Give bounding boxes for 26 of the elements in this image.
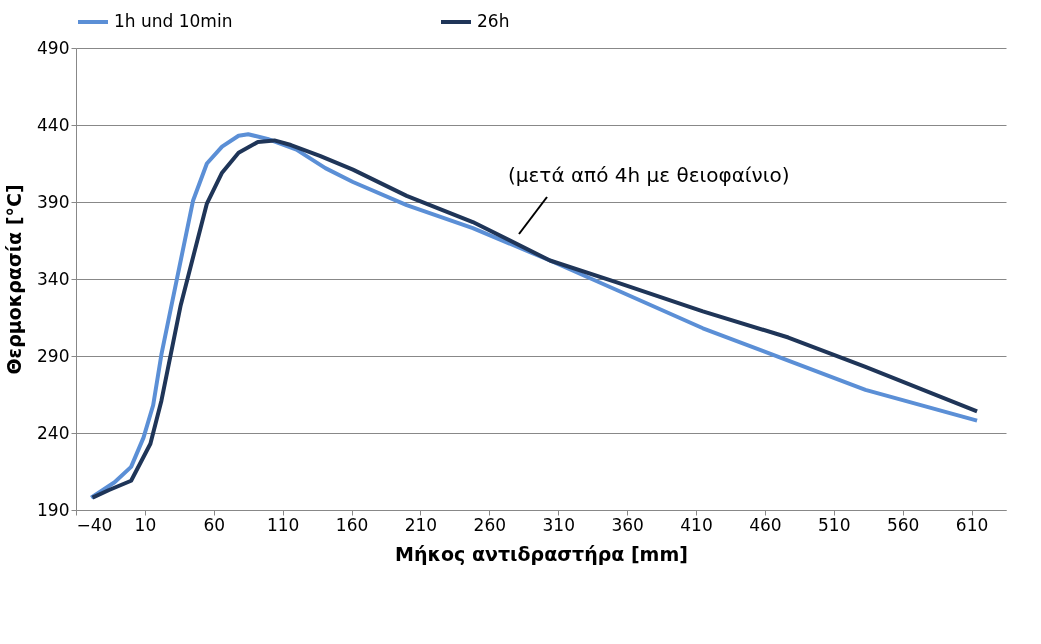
legend-label: 1h und 10min: [114, 11, 233, 31]
legend-label: 26h: [477, 11, 510, 31]
y-axis-title: Θερμοκρασία [°C]: [3, 184, 26, 375]
annotation: (μετά από 4h με θειοφαίνιο): [508, 163, 790, 187]
x-tick-label: −40: [76, 514, 113, 535]
x-axis-title: Μήκος αντιδραστήρα [mm]: [395, 542, 688, 565]
x-tick-label: 110: [266, 514, 300, 535]
x-tick-label: 560: [886, 514, 920, 535]
x-tick-label: 610: [955, 514, 989, 535]
y-tick-label: 490: [37, 37, 70, 58]
x-tick-label: 360: [611, 514, 644, 535]
x-tick-label: 410: [680, 514, 713, 535]
x-tick-label: 60: [203, 514, 226, 535]
x-tick-label: 260: [473, 514, 507, 535]
x-tick-label: 310: [542, 514, 575, 535]
x-tick-label: 10: [134, 514, 157, 535]
x-tick-label: 160: [335, 514, 369, 535]
y-tick-label: 440: [37, 114, 70, 135]
y-tick-label: 390: [37, 191, 70, 212]
x-tick-label: 210: [404, 514, 438, 535]
y-tick-label: 340: [37, 268, 70, 289]
x-tick-label: 510: [818, 514, 851, 535]
x-tick-label: 460: [749, 514, 782, 535]
y-tick-label: 240: [37, 422, 70, 443]
y-tick-label: 190: [37, 499, 70, 520]
y-tick-label: 290: [37, 345, 70, 366]
